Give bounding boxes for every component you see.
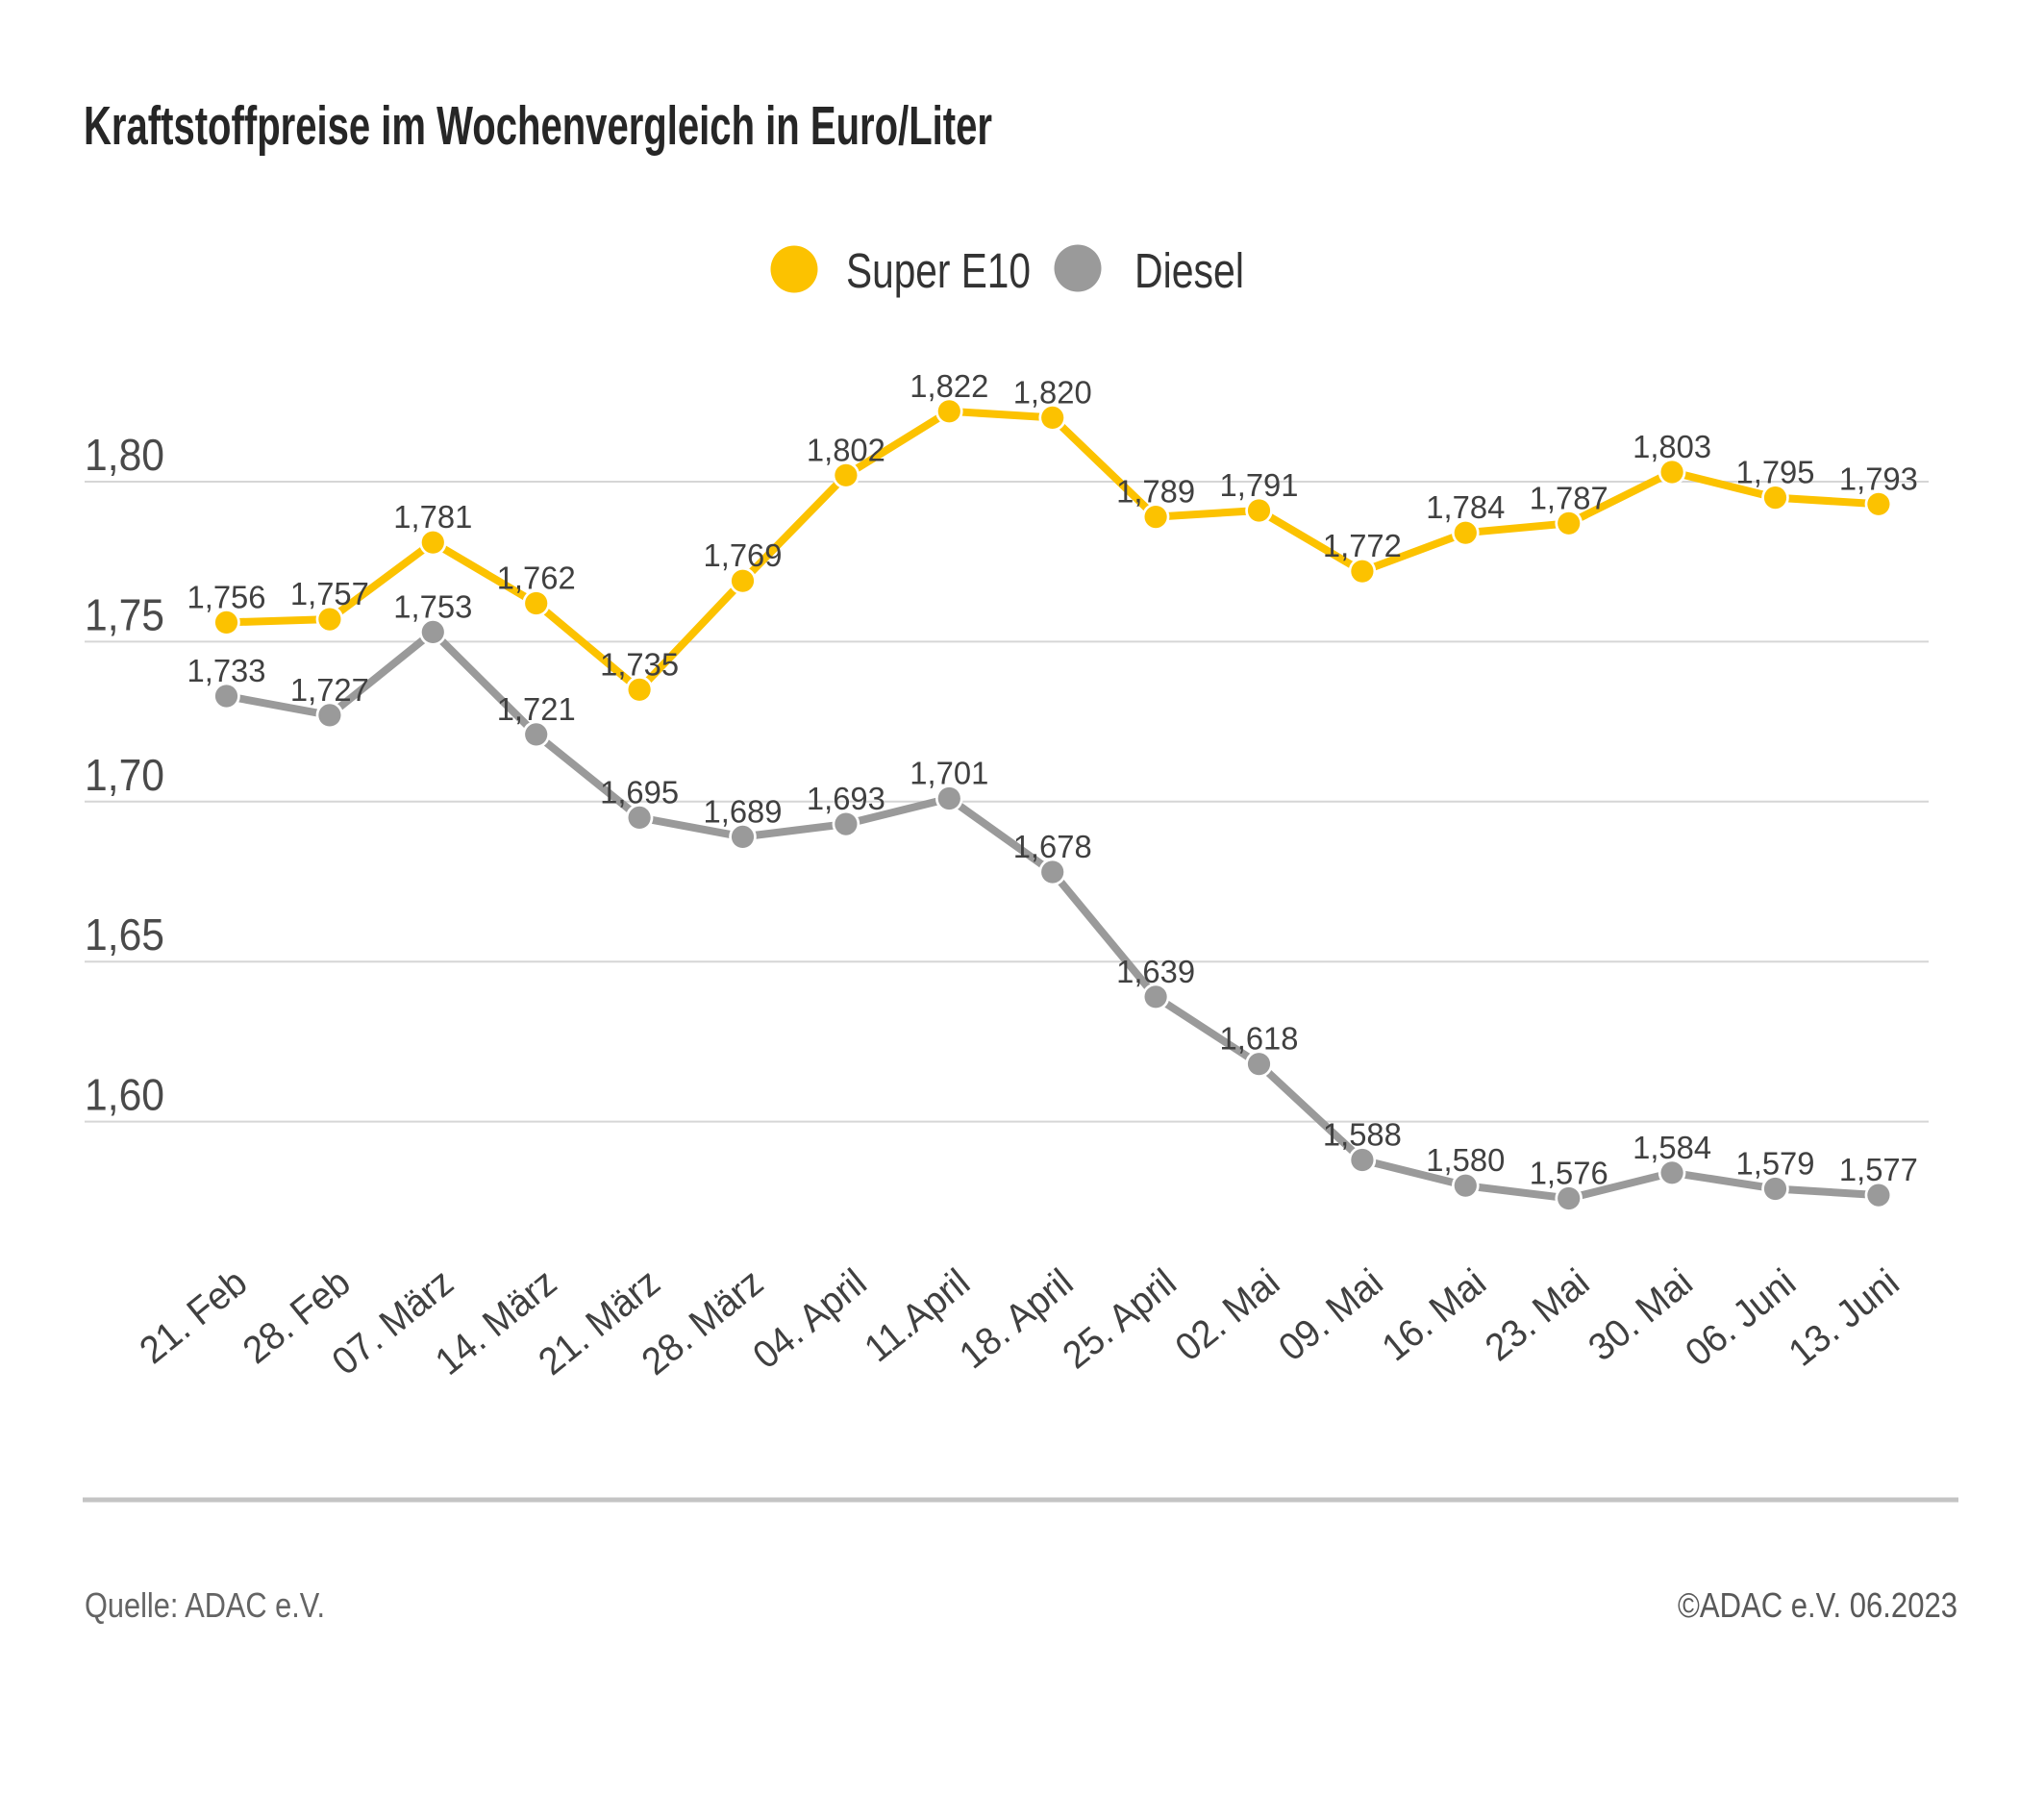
svg-text:1,802: 1,802 bbox=[807, 432, 885, 467]
svg-text:1,695: 1,695 bbox=[600, 774, 679, 810]
svg-text:1,65: 1,65 bbox=[85, 909, 164, 959]
svg-text:1,735: 1,735 bbox=[600, 646, 679, 682]
svg-text:1,588: 1,588 bbox=[1323, 1117, 1402, 1153]
svg-text:1,757: 1,757 bbox=[290, 576, 369, 611]
svg-text:1,733: 1,733 bbox=[187, 653, 266, 688]
svg-text:1,781: 1,781 bbox=[393, 499, 472, 535]
svg-text:1,693: 1,693 bbox=[807, 781, 885, 816]
svg-text:1,579: 1,579 bbox=[1736, 1146, 1815, 1182]
svg-text:1,80: 1,80 bbox=[85, 430, 164, 480]
svg-text:1,793: 1,793 bbox=[1839, 461, 1918, 496]
svg-text:1,756: 1,756 bbox=[187, 579, 266, 614]
svg-text:1,772: 1,772 bbox=[1323, 528, 1402, 563]
svg-text:1,822: 1,822 bbox=[910, 368, 988, 404]
svg-text:1,789: 1,789 bbox=[1116, 474, 1195, 510]
svg-text:1,795: 1,795 bbox=[1736, 455, 1815, 490]
svg-text:Kraftstoffpreise im Wochenverg: Kraftstoffpreise im Wochenvergleich in E… bbox=[84, 95, 992, 157]
svg-text:1,577: 1,577 bbox=[1839, 1152, 1918, 1187]
svg-text:1,753: 1,753 bbox=[393, 588, 472, 624]
svg-text:1,803: 1,803 bbox=[1633, 429, 1711, 464]
svg-text:1,769: 1,769 bbox=[704, 537, 783, 573]
svg-text:1,762: 1,762 bbox=[497, 561, 576, 596]
svg-text:1,721: 1,721 bbox=[497, 691, 576, 727]
svg-text:1,639: 1,639 bbox=[1116, 954, 1195, 989]
svg-text:1,727: 1,727 bbox=[290, 672, 369, 708]
svg-text:1,791: 1,791 bbox=[1220, 467, 1299, 503]
svg-text:1,75: 1,75 bbox=[85, 589, 164, 639]
svg-text:1,787: 1,787 bbox=[1530, 480, 1608, 515]
svg-text:1,618: 1,618 bbox=[1220, 1021, 1299, 1057]
svg-text:1,584: 1,584 bbox=[1633, 1130, 1711, 1165]
svg-text:1,70: 1,70 bbox=[85, 750, 164, 800]
svg-text:1,820: 1,820 bbox=[1013, 374, 1092, 410]
svg-text:1,678: 1,678 bbox=[1013, 829, 1092, 864]
svg-text:1,689: 1,689 bbox=[704, 793, 783, 829]
svg-text:Diesel: Diesel bbox=[1134, 243, 1244, 298]
svg-text:1,701: 1,701 bbox=[910, 756, 988, 791]
svg-text:©ADAC e.V. 06.2023: ©ADAC e.V. 06.2023 bbox=[1678, 1585, 1957, 1625]
svg-text:1,60: 1,60 bbox=[85, 1070, 164, 1120]
svg-text:1,580: 1,580 bbox=[1426, 1142, 1505, 1178]
svg-text:Super E10: Super E10 bbox=[846, 243, 1031, 298]
svg-text:Quelle: ADAC e.V.: Quelle: ADAC e.V. bbox=[85, 1585, 325, 1625]
svg-text:1,784: 1,784 bbox=[1426, 489, 1505, 525]
svg-text:1,576: 1,576 bbox=[1530, 1156, 1608, 1191]
